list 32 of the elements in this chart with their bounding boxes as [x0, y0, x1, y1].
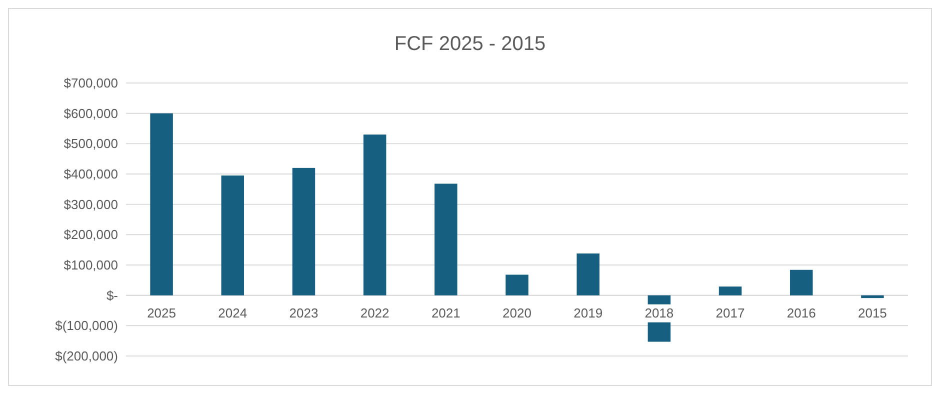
x-tick-label: 2024	[218, 305, 248, 320]
bar	[576, 253, 600, 296]
y-tick-label: $300,000	[64, 196, 118, 212]
y-tick-label: $400,000	[64, 166, 118, 182]
x-tick-label: 2023	[289, 305, 318, 320]
x-tick-label: 2022	[360, 305, 390, 320]
x-tick-label: 2019	[574, 305, 603, 320]
bar	[221, 176, 244, 296]
x-tick-label: 2025	[147, 305, 176, 320]
y-tick-label: $200,000	[64, 227, 118, 242]
x-tick-label: 2018	[644, 305, 674, 320]
y-tick-label: $(100,000)	[55, 318, 118, 334]
x-tick-label: 2021	[431, 305, 460, 320]
bar	[718, 286, 742, 296]
x-tick-label: 2015	[858, 305, 887, 320]
y-tick-label: $(200,000)	[55, 348, 118, 364]
y-tick-label: $500,000	[64, 136, 118, 152]
y-tick-label: $100,000	[64, 258, 118, 273]
y-tick-label: $-	[106, 288, 118, 303]
bar	[292, 168, 316, 296]
bar	[434, 184, 458, 296]
y-tick-label: $700,000	[64, 76, 118, 91]
x-tick-label: 2017	[716, 305, 745, 320]
chart-title: FCF 2025 - 2015	[394, 33, 546, 55]
bar	[861, 295, 884, 298]
x-tick-label: 2020	[502, 305, 532, 320]
bar	[363, 134, 386, 296]
y-tick-label: $600,000	[64, 106, 118, 121]
x-tick-label: 2016	[786, 305, 816, 320]
bar	[150, 113, 173, 296]
bar	[790, 270, 813, 296]
bar	[506, 274, 528, 296]
